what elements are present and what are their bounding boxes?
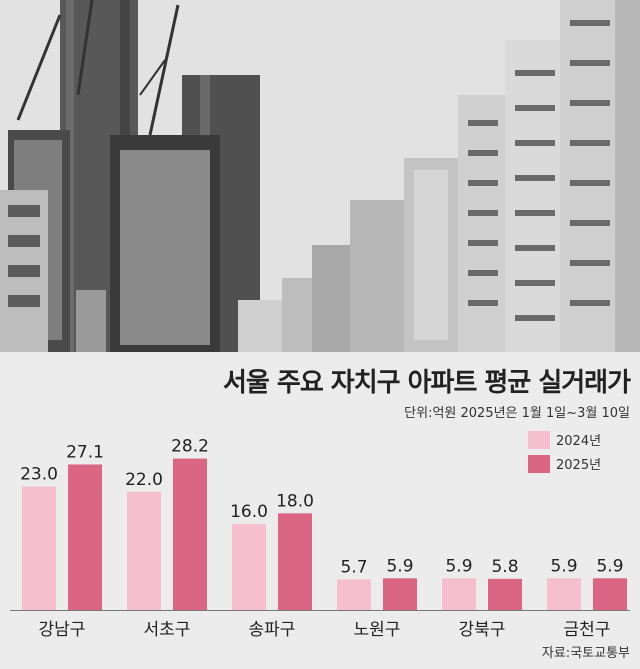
legend-swatch-2025 <box>528 454 550 473</box>
bar-2024-0 <box>22 486 56 610</box>
legend-label-2024: 2024년 <box>556 434 602 449</box>
bar-2025-2 <box>278 513 312 610</box>
value-label-2024-1: 22.0 <box>125 470 163 490</box>
bar-2024-1 <box>127 491 161 610</box>
category-label-5: 금천구 <box>564 620 611 640</box>
value-label-2024-3: 5.7 <box>340 557 367 577</box>
value-label-2025-1: 28.2 <box>171 437 209 457</box>
bar-2024-3 <box>337 579 371 610</box>
bar-2025-1 <box>173 458 207 610</box>
category-label-2: 송파구 <box>249 620 296 640</box>
category-label-0: 강남구 <box>39 620 86 640</box>
bar-plot: 23.0 27.1 강남구 22.0 28.2 서초구 16.0 18.0 송파구 5.7 5.9 노… <box>20 437 627 640</box>
value-label-2024-4: 5.9 <box>445 556 472 576</box>
category-label-3: 노원구 <box>354 620 401 640</box>
chart-title: 서울 주요 자치구 아파트 평균 실거래가 <box>223 368 631 398</box>
bar-2025-5 <box>593 578 627 610</box>
legend-label-2025: 2025년 <box>556 458 602 473</box>
x-axis-baseline <box>10 610 630 611</box>
bar-2024-2 <box>232 524 266 610</box>
value-label-2025-0: 27.1 <box>66 442 104 462</box>
source-note: 자료:국토교통부 <box>541 646 630 661</box>
legend-item-2025: 2025년 <box>528 454 601 473</box>
value-label-2025-2: 18.0 <box>276 491 314 511</box>
value-label-2025-4: 5.8 <box>491 557 518 577</box>
value-label-2024-0: 23.0 <box>20 464 58 484</box>
legend-swatch-2024 <box>528 430 550 449</box>
bar-2025-3 <box>383 578 417 610</box>
legend-item-2024: 2024년 <box>528 430 601 449</box>
value-label-2025-3: 5.9 <box>386 556 413 576</box>
chart-panel: 서울 주요 자치구 아파트 평균 실거래가 단위:억원 2025년은 1월 1일… <box>0 352 640 669</box>
value-label-2024-2: 16.0 <box>230 502 268 522</box>
value-label-2025-5: 5.9 <box>596 556 623 576</box>
bar-2024-4 <box>442 578 476 610</box>
bar-2025-0 <box>68 464 102 610</box>
category-label-4: 강북구 <box>459 620 506 640</box>
chart-note: 단위:억원 2025년은 1월 1일~3월 10일 <box>404 406 630 421</box>
value-label-2024-5: 5.9 <box>550 556 577 576</box>
bar-2025-4 <box>488 578 522 610</box>
bar-2024-5 <box>547 578 581 610</box>
apartment-photo <box>0 0 640 352</box>
category-label-1: 서초구 <box>144 620 191 640</box>
